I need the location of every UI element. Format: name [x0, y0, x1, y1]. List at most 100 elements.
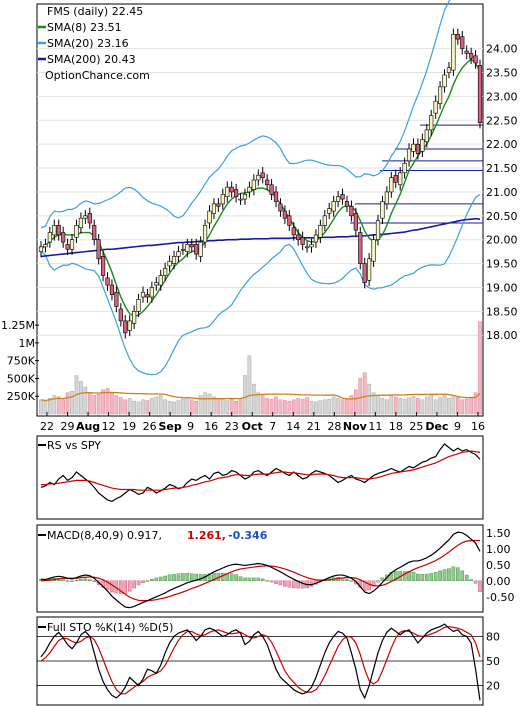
macd-lines — [40, 531, 481, 609]
macd-histogram-bar — [416, 573, 420, 582]
legend-sma200: SMA(200) 20.43 — [47, 53, 136, 66]
volume-bar — [322, 399, 327, 415]
volume-bar — [296, 398, 301, 415]
macd-histogram-bar — [371, 580, 376, 587]
volume-bar — [127, 398, 132, 415]
candle-body — [96, 239, 101, 260]
volume-bar — [172, 401, 176, 415]
macd-histogram-bar — [460, 570, 465, 582]
volume-bar — [424, 396, 429, 415]
volume-bar — [455, 396, 460, 415]
date-label: 26 — [143, 420, 157, 433]
sto-title: Full STO %K(14) %D(5) — [47, 621, 173, 634]
macd-tick-label: 0.00 — [486, 575, 511, 588]
date-axis-labels: 22 29 Aug 12 19 26 Sep 9 16 23 Oct 7 14 21 28 Nov 11 18 25… — [40, 412, 485, 433]
volume-tick-label: 250K — [7, 390, 36, 403]
volume-bar — [234, 400, 238, 415]
candle-body — [278, 203, 283, 212]
volume-bar — [287, 400, 292, 415]
candle-body — [380, 201, 385, 219]
volume-bar — [278, 399, 283, 415]
volume-bar — [438, 397, 442, 415]
candle-body — [455, 34, 460, 40]
candle-body — [171, 256, 177, 264]
macd-histogram-bar — [92, 580, 97, 582]
macd-histogram-bar — [438, 570, 442, 582]
macd-histogram-bar — [145, 580, 150, 582]
date-label: 14 — [286, 420, 300, 433]
date-label: 21 — [307, 420, 321, 433]
candle-body — [132, 311, 137, 324]
macd-histogram-bar — [469, 579, 473, 582]
price-tick-label: 22.00 — [486, 138, 518, 151]
price-tick-label: 23.50 — [486, 67, 518, 80]
volume-bar — [198, 395, 203, 415]
volume-bar — [70, 390, 74, 415]
volume-bar — [429, 395, 434, 415]
macd-histogram-bar — [127, 580, 132, 592]
volume-bar — [48, 398, 52, 415]
volume-bar — [43, 400, 48, 415]
macd-histogram-bar — [420, 574, 425, 582]
date-label: 16 — [204, 420, 218, 433]
candle-body — [411, 143, 416, 152]
price-legend: FMS (daily) 22.45 SMA(8) 23.51 SMA(20) 2… — [38, 5, 150, 82]
macd-histogram-bar — [260, 578, 265, 582]
candle-body — [194, 244, 199, 255]
volume-bar — [331, 396, 336, 415]
date-label: 9 — [187, 420, 194, 433]
legend-sma8: SMA(8) 23.51 — [47, 21, 122, 34]
rs-average-line — [41, 450, 481, 491]
volume-bar — [52, 395, 57, 415]
volume-bar — [83, 386, 88, 415]
candle-body — [269, 184, 274, 195]
macd-histogram-bar — [265, 580, 269, 582]
candle-body — [420, 139, 425, 152]
date-label: 19 — [122, 420, 136, 433]
macd-histogram-bar — [274, 580, 278, 584]
macd-histogram-bar — [83, 578, 88, 581]
price-tick-label: 24.00 — [486, 43, 518, 56]
sto-lines — [40, 623, 481, 701]
volume-bar — [464, 398, 469, 415]
price-tick-label: 18.00 — [486, 329, 518, 342]
legend-sma20: SMA(20) 23.16 — [47, 37, 129, 50]
volume-bar — [420, 399, 425, 415]
volume-bar — [216, 398, 221, 415]
candle-body — [477, 65, 483, 123]
volume-bar — [185, 397, 190, 415]
macd-histogram-bar — [456, 567, 460, 581]
date-label: 9 — [454, 420, 461, 433]
sto-axis-labels: 80 50 20 — [486, 630, 500, 692]
candle-body — [154, 282, 159, 286]
candle-body — [202, 225, 208, 243]
candle-body — [291, 227, 296, 236]
candle-body — [433, 100, 438, 114]
macd-histogram-bar — [167, 574, 172, 581]
candle-body — [105, 277, 110, 286]
macd-histogram-bar — [362, 580, 367, 591]
candle-body — [322, 215, 327, 226]
volume-tick-label: 500K — [7, 372, 36, 385]
candle-body — [398, 172, 403, 186]
candle-body — [367, 258, 372, 281]
rs-title: RS vs SPY — [47, 439, 101, 452]
macd-histogram-bar — [478, 580, 482, 592]
candle-body — [167, 260, 172, 267]
candle-body — [349, 205, 354, 217]
candle-body — [260, 172, 265, 178]
candle-body — [331, 201, 336, 212]
volume-bar — [167, 400, 172, 415]
volume-bar — [362, 372, 367, 415]
macd-histogram-bar — [287, 580, 292, 588]
volume-bar — [123, 399, 128, 415]
macd-histogram-bar — [238, 576, 243, 582]
price-tick-label: 19.00 — [486, 281, 518, 294]
candle-body — [371, 239, 376, 262]
candle-body — [136, 299, 141, 312]
macd-histogram-bar — [473, 580, 478, 584]
candle-body — [344, 201, 350, 207]
volume-bar — [110, 392, 114, 415]
date-label: Sep — [159, 420, 182, 433]
macd-histogram-bar — [451, 566, 456, 581]
